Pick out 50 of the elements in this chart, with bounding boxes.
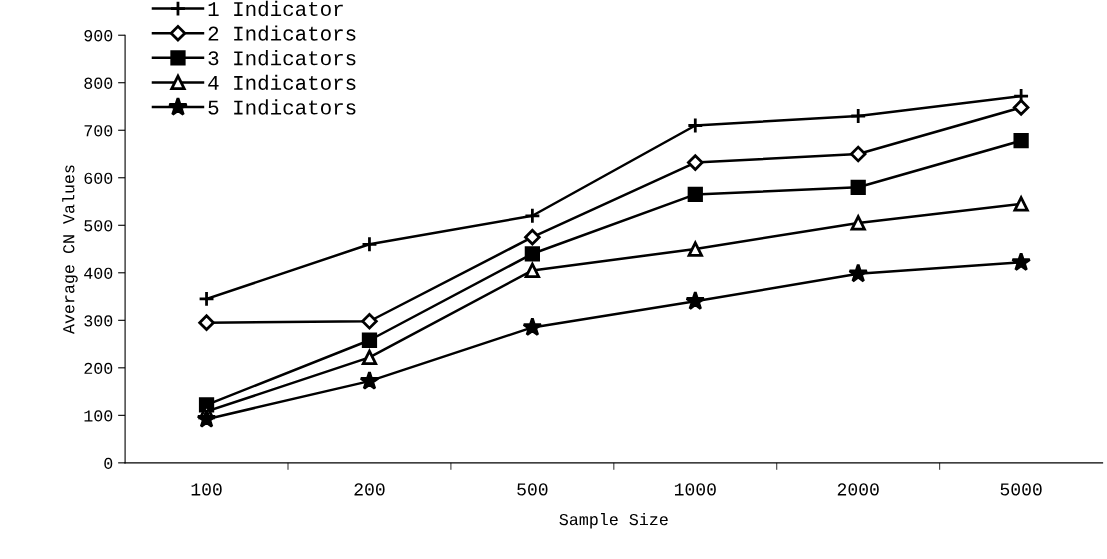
- x-tick-label: 2000: [837, 483, 879, 496]
- point: [850, 215, 866, 231]
- y-tick-label: 200: [84, 362, 113, 375]
- legend-label: 3 Indicators: [208, 50, 356, 66]
- point: [687, 154, 704, 171]
- y-tick-label: 800: [84, 77, 113, 89]
- point: [361, 349, 378, 366]
- point: [850, 179, 866, 195]
- y-tick-label: 700: [84, 125, 113, 137]
- legend-label: 2 Indicators: [208, 25, 356, 41]
- point: [685, 290, 706, 310]
- legend-label: 4 Indicators: [208, 74, 356, 91]
- point: [1013, 133, 1029, 149]
- y-tick-label: 300: [84, 315, 113, 327]
- point: [361, 235, 378, 253]
- point: [361, 312, 378, 330]
- point: [524, 246, 541, 262]
- point: [687, 241, 703, 257]
- point: [849, 107, 867, 125]
- point: [848, 263, 869, 283]
- x-tick-label: 200: [354, 483, 385, 496]
- point: [524, 228, 541, 246]
- point: [196, 408, 217, 428]
- point: [522, 317, 543, 337]
- point: [1011, 251, 1032, 272]
- point: [687, 186, 703, 203]
- y-tick-label: 400: [84, 267, 113, 279]
- point: [198, 290, 215, 308]
- x-tick-label: 500: [517, 483, 548, 496]
- point: [686, 117, 704, 134]
- y-axis-title: Average CN Values: [62, 165, 78, 335]
- x-tick-label: 1000: [674, 483, 716, 496]
- y-tick-label: 100: [84, 410, 113, 422]
- point: [359, 370, 380, 390]
- y-tick-label: 600: [84, 172, 113, 184]
- x-tick-label: 5000: [1000, 483, 1042, 496]
- y-tick-label: 900: [84, 30, 113, 42]
- point: [524, 207, 541, 225]
- point: [361, 332, 378, 348]
- point: [1013, 196, 1029, 212]
- point: [524, 262, 541, 279]
- point: [849, 145, 867, 163]
- y-tick-label: 0: [104, 457, 113, 470]
- x-tick-label: 100: [191, 483, 222, 496]
- point: [1012, 99, 1030, 116]
- y-tick-label: 500: [84, 220, 113, 232]
- point: [198, 314, 215, 331]
- x-axis-title: Sample Size: [559, 513, 668, 529]
- legend-label: 5 Indicators: [208, 99, 356, 115]
- legend-label: 1 Indicator: [208, 0, 343, 17]
